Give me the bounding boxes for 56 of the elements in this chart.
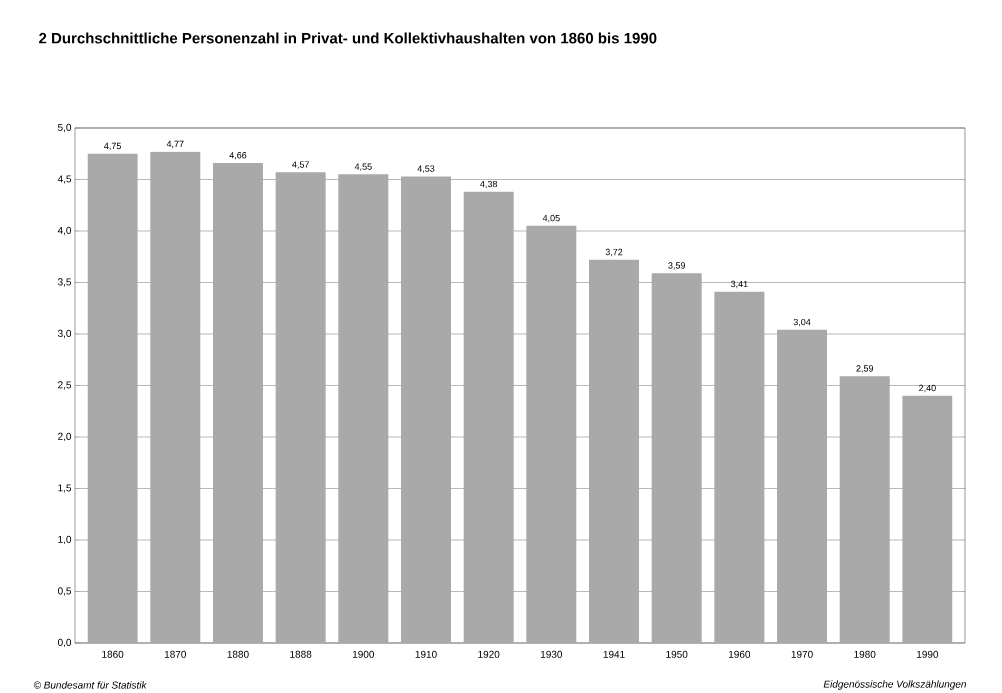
data-label: 3,04	[793, 318, 811, 327]
y-tick-label: 0,5	[57, 587, 72, 596]
x-tick-label: 1960	[729, 650, 751, 658]
x-tick-label: 1880	[227, 650, 249, 658]
data-label: 4,53	[417, 165, 435, 173]
bar	[526, 225, 577, 643]
bar	[275, 172, 326, 643]
bar	[400, 176, 451, 643]
y-tick-label: 2,5	[58, 381, 72, 390]
bar	[651, 273, 702, 643]
x-tick-label: 1888	[290, 650, 312, 658]
bar	[212, 163, 263, 643]
bar	[463, 191, 514, 643]
x-tick-label: 1941	[603, 650, 625, 658]
data-label: 3,72	[605, 248, 623, 257]
y-tick-label: 0,0	[57, 638, 72, 648]
text: © Bundesamt für Statistik	[33, 681, 147, 689]
x-tick-label: 1900	[352, 650, 375, 658]
data-label: 4,75	[104, 142, 121, 151]
bar	[338, 174, 389, 643]
data-label: 3,41	[730, 280, 748, 289]
data-label: 4,55	[354, 163, 372, 171]
x-tick-label: 1930	[540, 650, 563, 658]
data-label: 4,66	[229, 152, 247, 160]
x-tick-label: 1910	[415, 650, 437, 658]
y-tick-label: 1,5	[58, 484, 72, 493]
data-label: 3,59	[668, 262, 686, 270]
y-tick-label: 4,5	[57, 175, 72, 184]
bar	[589, 259, 640, 643]
bar	[714, 291, 765, 643]
x-tick-label: 1950	[666, 650, 688, 658]
text: Eidgenössische Volkszählungen	[823, 680, 966, 690]
x-tick-label: 1860	[102, 650, 124, 658]
bar	[777, 329, 828, 643]
data-label: 2,59	[856, 365, 874, 373]
y-tick-label: 4,0	[57, 226, 72, 236]
data-label: 4,77	[166, 140, 184, 149]
y-tick-label: 2,0	[58, 432, 72, 442]
bar	[839, 376, 890, 643]
chart-title: 2 Durchschnittliche Personenzahl in Privat- und Kollektivhaushalten von 1860 bis 1990	[39, 32, 657, 44]
bar	[87, 153, 138, 643]
bar	[150, 151, 201, 643]
y-tick-label: 5,0	[57, 123, 72, 133]
data-label: 4,57	[292, 161, 309, 169]
x-tick-label: 1980	[854, 650, 876, 658]
x-tick-label: 1870	[164, 650, 187, 658]
x-tick-label: 1920	[478, 650, 500, 658]
data-label: 4,05	[542, 214, 560, 223]
bar	[902, 395, 953, 643]
data-label: 4,38	[480, 180, 498, 189]
data-label: 2,40	[919, 384, 936, 393]
y-tick-label: 1,0	[58, 535, 72, 545]
x-tick-label: 1970	[791, 650, 813, 658]
y-tick-label: 3,5	[57, 278, 72, 287]
y-tick-label: 3,0	[57, 329, 72, 339]
x-tick-label: 1990	[917, 650, 939, 658]
